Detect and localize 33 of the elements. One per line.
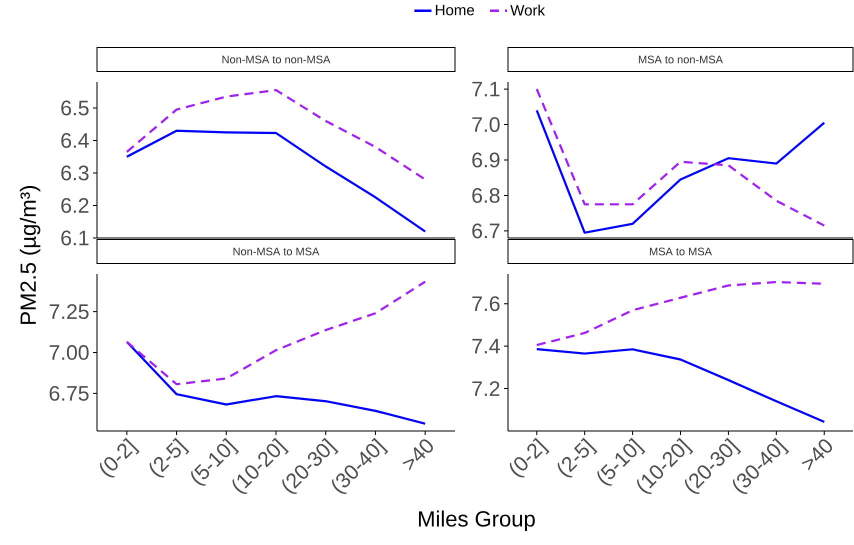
line-series xyxy=(126,280,426,386)
y-tick-label: 6.8 xyxy=(472,188,500,203)
y-tick-label: 6.75 xyxy=(50,386,89,401)
y-tick-label: 7.1 xyxy=(472,82,500,96)
line-series xyxy=(536,109,826,234)
line-series xyxy=(536,348,826,423)
chart-title: Non-MSA to non-MSA xyxy=(222,56,330,64)
chart-title: MSA to non-MSA xyxy=(638,56,723,64)
y-tick-label: 6.1 xyxy=(61,230,88,246)
x-tick-label: >40 xyxy=(402,439,433,470)
y-tick-label: 7.0 xyxy=(472,117,500,132)
y-tick-label: 7.25 xyxy=(50,304,89,320)
x-axis-title: Miles Group xyxy=(418,510,535,532)
y-axis-title: PM2.5 (µg/m³) xyxy=(20,186,40,324)
legend-label: Work xyxy=(510,4,546,16)
y-tick-label: 7.00 xyxy=(50,345,89,360)
x-tick-label: >40 xyxy=(802,439,832,470)
chart-title: MSA to MSA xyxy=(650,248,712,256)
chart-title: Non-MSA to MSA xyxy=(234,248,320,256)
y-tick-label: 6.2 xyxy=(61,198,88,213)
line-series xyxy=(126,340,426,425)
legend-label: Home xyxy=(436,4,474,16)
y-tick-label: 7.4 xyxy=(472,338,500,354)
y-tick-label: 7.6 xyxy=(472,296,500,312)
y-tick-label: 6.5 xyxy=(61,100,89,116)
y-tick-label: 6.9 xyxy=(472,152,500,168)
y-tick-label: 6.4 xyxy=(61,133,89,148)
y-tick-label: 7.2 xyxy=(472,381,500,396)
line-series xyxy=(536,88,826,227)
line-series xyxy=(126,89,426,181)
y-tick-label: 6.3 xyxy=(61,166,89,180)
y-tick-label: 6.7 xyxy=(472,223,500,238)
line-series xyxy=(126,130,426,233)
